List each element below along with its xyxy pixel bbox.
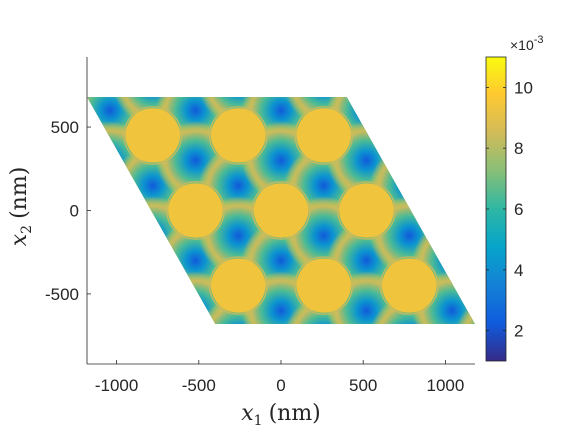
field-minimum <box>87 221 150 300</box>
x-tick-label: 500 <box>349 376 377 395</box>
field-minimum <box>87 97 107 125</box>
field-minimum <box>87 146 107 225</box>
hole-disc <box>211 258 266 313</box>
hole-outline <box>251 181 311 240</box>
field-minimum <box>87 296 107 324</box>
colorbar-tick-label: 6 <box>514 200 523 219</box>
x-tick-label: -500 <box>182 376 216 395</box>
x-axis-label: x1 (nm) <box>241 401 321 429</box>
plot-area <box>87 97 475 324</box>
hole-disc <box>125 108 180 163</box>
axes: -1000 -500 0 500 1000 -500 0 500 x1 (nm) x2(nm) <box>7 57 475 429</box>
hole-outline <box>380 256 439 315</box>
hole-outline <box>294 256 353 315</box>
hole-disc <box>296 258 351 313</box>
colorbar: 2 4 6 8 10 ×10-3 <box>485 34 544 362</box>
colorbar-tick-label: 10 <box>514 78 533 97</box>
x-tick-label: -1000 <box>95 376 138 395</box>
hole-outline <box>209 106 268 165</box>
field-minimum <box>412 97 475 150</box>
hole-disc <box>211 108 266 163</box>
field-minimum <box>87 196 107 275</box>
hole-outline <box>337 181 396 240</box>
y-axis-label: x2(nm) <box>7 167 35 247</box>
y-tick-label: -500 <box>45 285 79 304</box>
colorbar-tick-label: 4 <box>514 261 523 280</box>
y-tick-label: 500 <box>51 118 79 137</box>
x-tick-label: 0 <box>276 376 285 395</box>
y-tick-label: 0 <box>70 202 79 221</box>
hole-disc <box>382 258 437 313</box>
hole-outline <box>123 106 182 165</box>
hole-disc <box>168 183 223 238</box>
hole-disc <box>296 108 351 163</box>
colorbar-tick-label: 8 <box>514 139 523 158</box>
hole-outline <box>294 106 353 165</box>
colorbar-tick-label: 2 <box>514 322 523 341</box>
x-tick-label: 1000 <box>426 376 464 395</box>
field-minimum <box>412 121 475 200</box>
hole-outline <box>209 256 268 315</box>
hole-disc <box>253 183 309 238</box>
colorbar-exponent-label: ×10-3 <box>510 34 544 53</box>
hole-outline <box>166 181 225 240</box>
field-minimum <box>113 296 193 324</box>
field-minimum <box>369 97 449 125</box>
field-minimum <box>87 271 150 324</box>
hole-disc <box>339 183 394 238</box>
